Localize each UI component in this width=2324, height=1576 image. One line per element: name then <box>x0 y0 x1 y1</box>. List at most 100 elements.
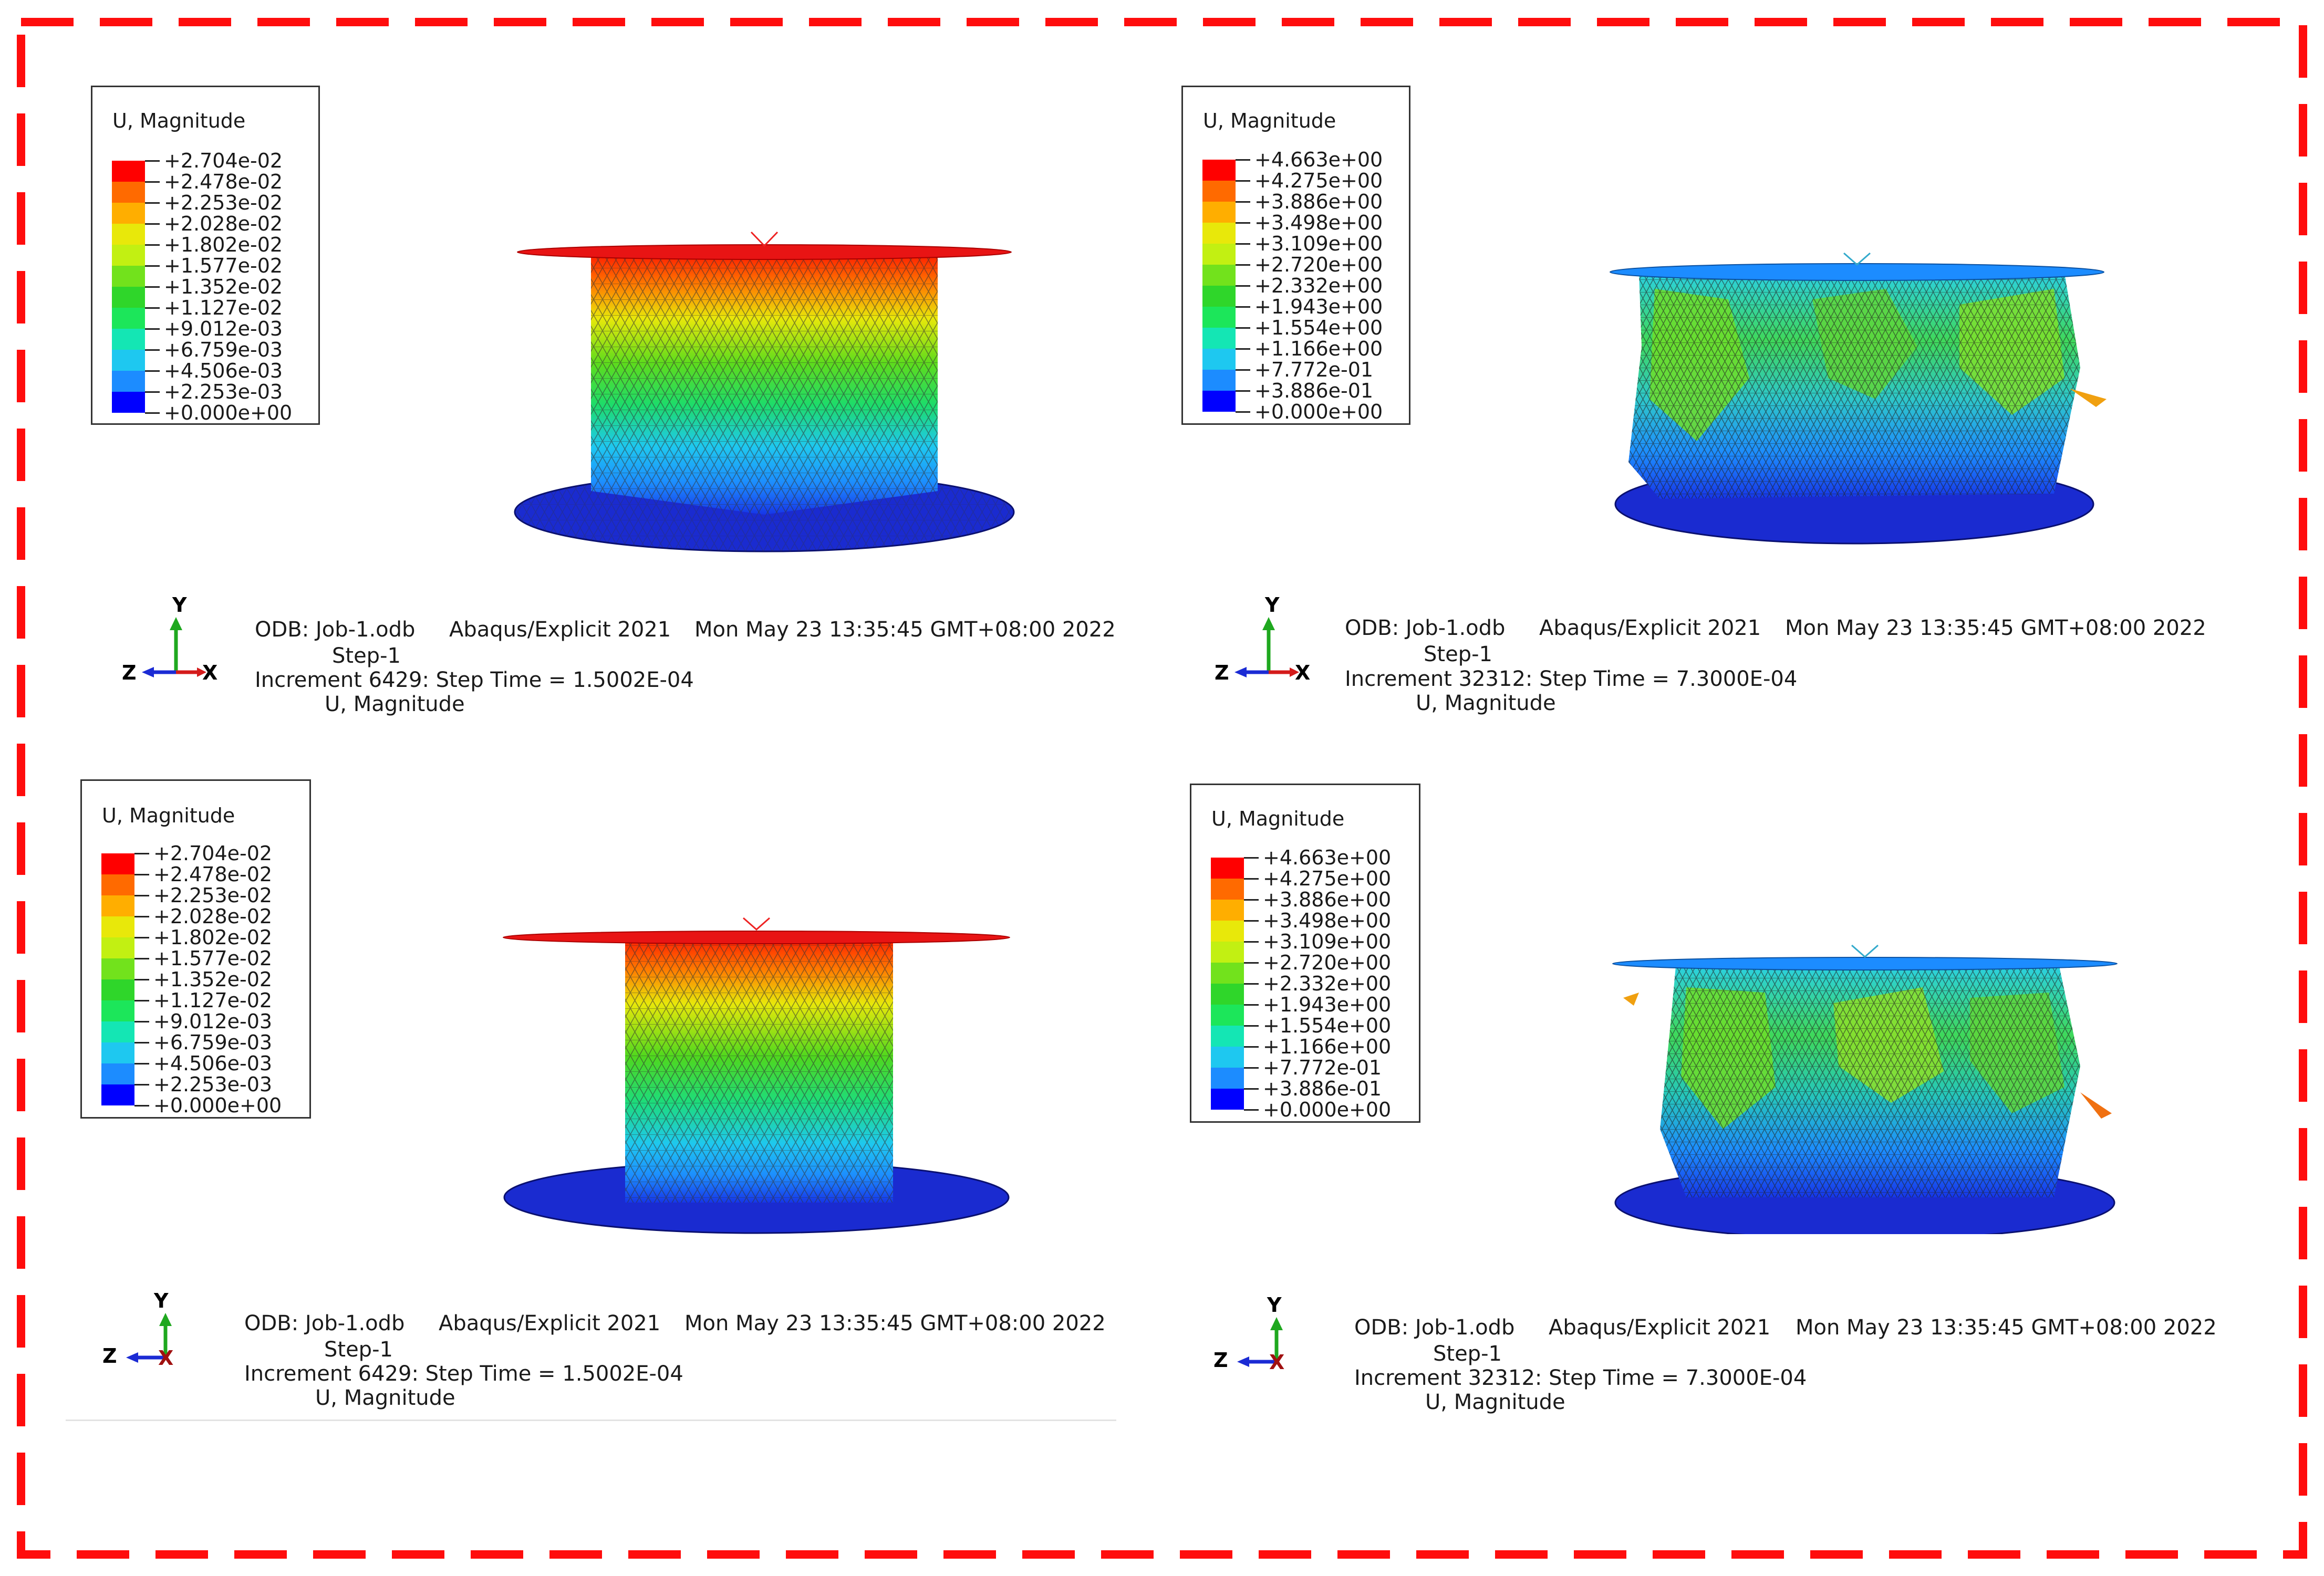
triad-y-label: Y <box>1267 1293 1282 1317</box>
viewport-info: ODB: Job-1.odb Abaqus/Explicit 2021 Mon … <box>0 0 1106 1410</box>
variable-label: U, Magnitude <box>325 692 465 716</box>
date-label: Mon May 23 13:35:45 GMT+08:00 2022 <box>1785 616 2206 640</box>
solver-label: Abaqus/Explicit 2021 <box>1549 1316 1771 1340</box>
legend-tick <box>1236 243 1250 245</box>
legend-tick <box>1244 899 1259 901</box>
legend-swatch <box>112 287 145 308</box>
legend-swatch <box>112 371 145 392</box>
date-label: Mon May 23 13:35:45 GMT+08:00 2022 <box>694 618 1116 642</box>
legend-value: +1.577e-02 <box>164 254 283 277</box>
legend-value: +2.253e-02 <box>153 884 273 907</box>
legend-swatch <box>1211 900 1244 921</box>
legend-value: +4.275e+00 <box>1263 867 1392 890</box>
triad-x-label: X <box>1269 1351 1284 1374</box>
legend-swatch <box>1211 921 1244 942</box>
legend-swatch <box>1211 942 1244 963</box>
legend-swatch <box>101 853 134 874</box>
legend-swatch <box>1202 286 1236 307</box>
legend-tick <box>145 328 160 330</box>
legend-value: +7.772e-01 <box>1254 358 1374 381</box>
legend-value: +9.012e-03 <box>164 317 283 340</box>
legend-swatch <box>101 1063 134 1084</box>
step-label: Step-1 <box>332 644 401 668</box>
legend-tick <box>1236 369 1250 371</box>
legend-tick <box>134 874 149 875</box>
separator-line <box>66 1420 1116 1421</box>
legend-tick <box>1244 1088 1259 1090</box>
variable-label: U, Magnitude <box>1416 691 1556 715</box>
odb-label: ODB: Job-1.odb <box>244 1311 405 1335</box>
legend-swatch <box>101 937 134 958</box>
legend-value: +1.166e+00 <box>1254 337 1383 360</box>
legend-tick <box>1244 1046 1259 1048</box>
legend-tick <box>1244 1004 1259 1006</box>
legend-swatch <box>1211 1005 1244 1026</box>
legend-tick <box>1244 1109 1259 1111</box>
legend-swatch <box>1211 1089 1244 1110</box>
legend-value: +0.000e+00 <box>164 401 293 424</box>
legend-tick <box>1236 327 1250 329</box>
axis-triad: Y Z X <box>1215 593 1310 684</box>
triad-y-label: Y <box>153 1289 169 1312</box>
legend-tick <box>1244 857 1259 859</box>
legend-swatch <box>1211 1068 1244 1089</box>
legend-value: +4.506e-03 <box>164 359 283 382</box>
legend-value: +7.772e-01 <box>1263 1056 1382 1079</box>
legend-tick <box>145 181 160 183</box>
legend-title: U, Magnitude <box>102 804 235 827</box>
odb-label: ODB: Job-1.odb <box>1354 1316 1515 1340</box>
legend-tick <box>134 895 149 896</box>
date-label: Mon May 23 13:35:45 GMT+08:00 2022 <box>684 1311 1106 1335</box>
legend-value: +1.577e-02 <box>153 947 273 970</box>
axis-triad: Y Z X <box>102 1289 173 1370</box>
legend-title: U, Magnitude <box>1211 807 1345 830</box>
legend-value: +4.506e-03 <box>153 1052 273 1075</box>
legend-tick <box>1236 180 1250 182</box>
legend-swatch <box>112 308 145 329</box>
legend-swatch <box>1211 879 1244 900</box>
legend-swatch <box>101 1000 134 1021</box>
step-label: Step-1 <box>1424 642 1492 666</box>
legend-tick <box>1236 348 1250 350</box>
legend-tick <box>145 412 160 414</box>
legend-swatch <box>1202 265 1236 286</box>
legend-tick <box>1236 285 1250 287</box>
legend-swatch <box>1202 328 1236 349</box>
legend-value: +1.127e-02 <box>164 296 283 319</box>
legend-tick <box>1236 222 1250 224</box>
legend-value: +0.000e+00 <box>153 1094 282 1117</box>
legend-value: +3.886e-01 <box>1254 379 1374 402</box>
legend-value: +2.028e-02 <box>153 905 273 928</box>
legend-swatch <box>112 224 145 245</box>
legend-swatch <box>1211 1026 1244 1047</box>
legend-value: +4.663e+00 <box>1254 148 1383 171</box>
step-label: Step-1 <box>324 1338 393 1362</box>
legend-tick <box>1236 306 1250 308</box>
legend-swatch <box>1211 984 1244 1005</box>
legend-tick <box>1236 264 1250 266</box>
legend-tick <box>134 937 149 938</box>
triad-y-label: Y <box>172 593 187 617</box>
legend-tick <box>145 244 160 246</box>
legend-swatch <box>101 895 134 916</box>
legend-tick <box>134 1063 149 1064</box>
legend-tick <box>1244 920 1259 922</box>
variable-label: U, Magnitude <box>1425 1390 1565 1414</box>
legend-value: +0.000e+00 <box>1263 1098 1392 1121</box>
legend-swatch <box>1211 963 1244 984</box>
legend-swatch <box>112 161 145 182</box>
step-label: Step-1 <box>1433 1342 1502 1366</box>
legend-swatch <box>101 1084 134 1105</box>
legend-tick <box>1236 159 1250 161</box>
legend-tick <box>134 916 149 917</box>
contour-legend: U, Magnitude +4.663e+00 +4.275e+00 +3.886e… <box>1190 784 1420 1123</box>
legend-tick <box>134 1021 149 1022</box>
increment-label: Increment 32312: Step Time = 7.3000E-04 <box>1345 667 1798 691</box>
legend-tick <box>145 370 160 372</box>
legend-value: +2.704e-02 <box>164 149 283 172</box>
legend-swatch <box>1211 858 1244 879</box>
legend-swatch <box>1202 202 1236 223</box>
legend-swatch <box>112 203 145 224</box>
legend-title: U, Magnitude <box>112 109 246 132</box>
legend-value: +1.554e+00 <box>1254 316 1383 339</box>
